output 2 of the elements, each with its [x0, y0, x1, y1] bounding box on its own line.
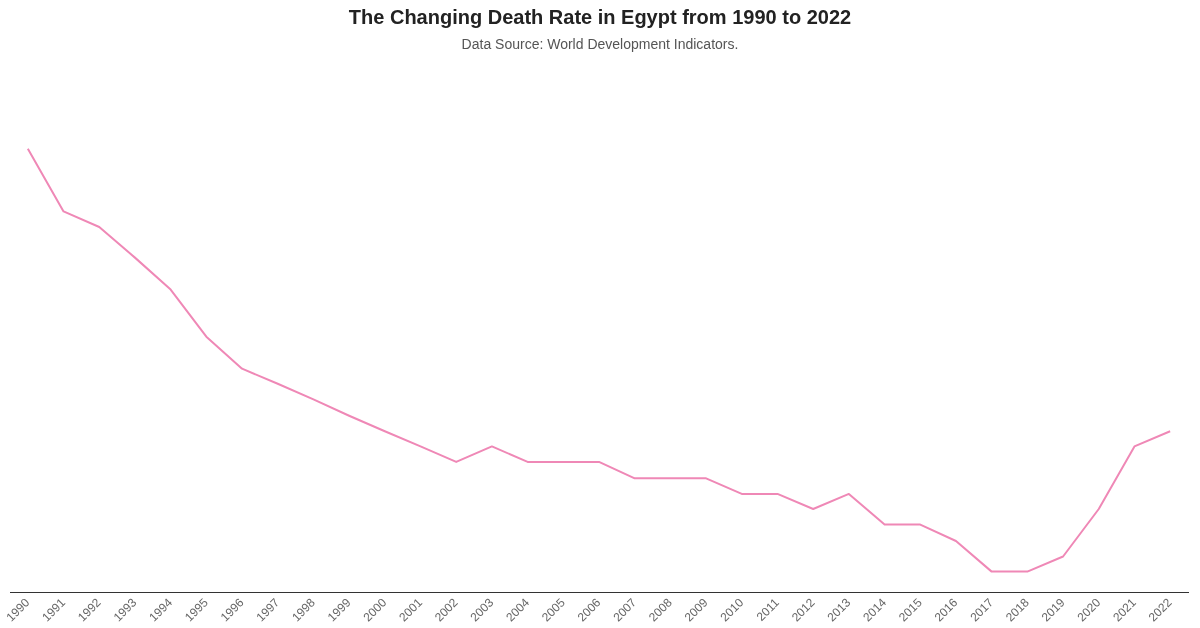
chart-title: The Changing Death Rate in Egypt from 1990 to 2022 [347, 6, 853, 29]
chart-subtitle: Data Source: World Development Indicators. [460, 36, 740, 52]
